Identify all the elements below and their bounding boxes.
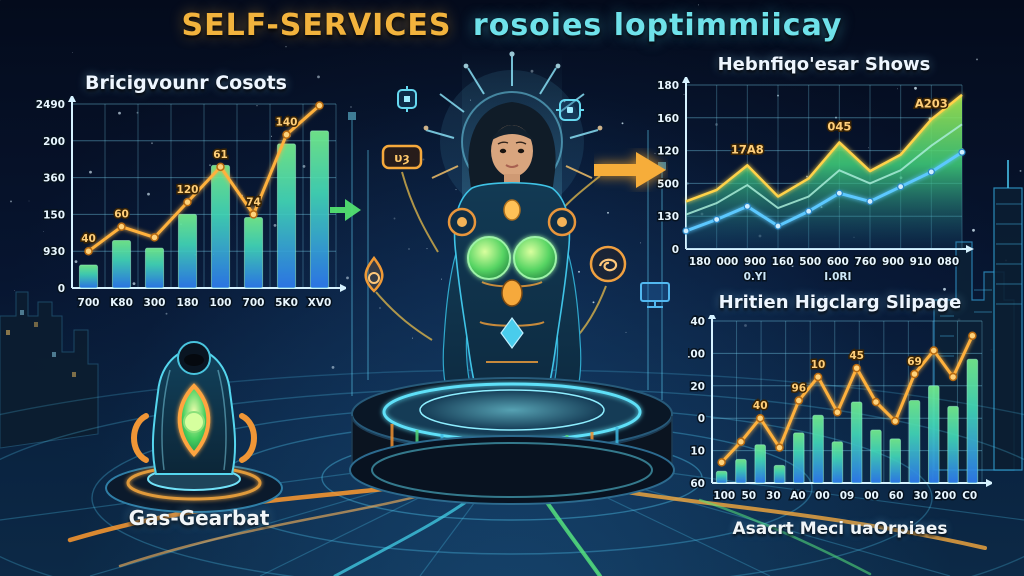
svg-text:160: 160	[657, 113, 679, 125]
svg-text:60: 60	[690, 478, 705, 490]
svg-text:700: 700	[243, 297, 265, 309]
svg-text:100: 100	[210, 297, 232, 309]
svg-text:74: 74	[246, 196, 261, 208]
svg-text:0: 0	[698, 413, 705, 425]
svg-text:20: 20	[690, 381, 705, 393]
hidden-slippage-caption: Asacrt Meci uaOrpiaes	[732, 519, 948, 539]
swirl-icon	[589, 245, 627, 283]
bridge-costs-title: Bricigvounr Cosots	[85, 72, 287, 94]
svg-text:00: 00	[864, 490, 879, 502]
svg-text:40: 40	[690, 316, 705, 328]
svg-text:100: 100	[713, 490, 735, 502]
badge-icon: υȝ	[381, 144, 423, 170]
svg-text:700: 700	[78, 297, 100, 309]
badge-glyphs: υȝ	[394, 151, 409, 165]
flow-arrow-icon	[594, 152, 666, 188]
svg-text:45: 45	[849, 350, 864, 362]
hidden-slippage-chart: Hritien Higclarg Slipage 601002010040100…	[688, 292, 992, 539]
svg-text:XV0: XV0	[308, 297, 332, 309]
svg-text:140: 140	[276, 117, 298, 129]
svg-text:200: 200	[43, 136, 65, 148]
monitor-icon	[640, 282, 670, 308]
plug-arrow-icon	[330, 199, 361, 221]
main-title-part1: SELF-SERVICES	[181, 8, 452, 43]
main-title-part2: rosoies loptimmiicay	[472, 8, 843, 43]
pedestal-label: Gas-Gearbat	[128, 506, 270, 530]
svg-text:0: 0	[672, 244, 679, 256]
svg-text:40: 40	[81, 233, 96, 245]
svg-text:500: 500	[799, 256, 821, 268]
svg-text:50: 50	[742, 490, 757, 502]
svg-text:2490: 2490	[36, 99, 65, 111]
figure-platform	[349, 377, 675, 505]
svg-text:120: 120	[177, 184, 199, 196]
svg-text:60: 60	[114, 209, 129, 221]
hidden-slippage-title: Hritien Higclarg Slipage	[718, 292, 962, 313]
chip-icon-right	[556, 99, 584, 121]
svg-text:000: 000	[716, 256, 738, 268]
svg-text:910: 910	[910, 256, 932, 268]
gas-pedestal	[105, 341, 283, 513]
svg-text:300: 300	[144, 297, 166, 309]
teardrop-icon	[364, 256, 384, 293]
svg-text:360: 360	[43, 173, 65, 185]
svg-text:180: 180	[657, 80, 679, 92]
svg-text:120: 120	[657, 146, 679, 158]
svg-text:0.YI: 0.YI	[744, 271, 767, 283]
svg-text:09: 09	[840, 490, 855, 502]
svg-text:10: 10	[690, 446, 705, 458]
svg-text:I.0RI: I.0RI	[824, 271, 851, 283]
svg-text:760: 760	[854, 256, 876, 268]
svg-text:69: 69	[907, 356, 922, 368]
fees-shows-title: Hebnfiqo'esar Shows	[717, 54, 931, 75]
svg-text:96: 96	[791, 383, 806, 395]
fees-shows-plot: 0 130 500 120 160 180 180 000 900 160 500 600 760 900…	[656, 77, 992, 291]
svg-text:160: 160	[772, 256, 794, 268]
fees-shows-chart: Hebnfiqo'esar Shows 0 130 500 120 160 180 180 0…	[656, 54, 992, 291]
svg-text:C0: C0	[962, 490, 977, 502]
svg-text:045: 045	[827, 119, 851, 133]
svg-text:500: 500	[657, 178, 679, 190]
svg-text:900: 900	[744, 256, 766, 268]
svg-text:K80: K80	[110, 297, 133, 309]
svg-text:180: 180	[177, 297, 199, 309]
svg-text:A0: A0	[790, 490, 805, 502]
svg-text:00: 00	[815, 490, 830, 502]
svg-text:60: 60	[889, 490, 904, 502]
svg-text:900: 900	[882, 256, 904, 268]
hidden-slippage-plot: 6010020100401005030A00009006030200C04096…	[688, 315, 992, 519]
svg-text:150: 150	[43, 209, 65, 221]
figure-torso	[425, 181, 599, 413]
svg-text:10: 10	[811, 359, 826, 371]
svg-text:100: 100	[688, 348, 705, 360]
bridge-costs-plot: 0 930 150 360 200 2490 700 K80 300 180 100 700 5K0 XV…	[26, 96, 346, 328]
svg-text:40: 40	[753, 400, 768, 412]
main-title: SELF-SERVICES rosoies loptimmiicay	[0, 8, 1024, 43]
chip-icon-left	[397, 86, 417, 112]
svg-text:0: 0	[58, 283, 65, 295]
svg-text:61: 61	[213, 149, 228, 161]
svg-text:30: 30	[913, 490, 928, 502]
svg-text:130: 130	[657, 211, 679, 223]
svg-text:30: 30	[766, 490, 781, 502]
svg-text:A203: A203	[915, 96, 948, 110]
svg-text:17A8: 17A8	[731, 142, 764, 156]
svg-text:5K0: 5K0	[275, 297, 298, 309]
svg-text:200: 200	[934, 490, 956, 502]
svg-text:180: 180	[689, 256, 711, 268]
svg-text:930: 930	[43, 246, 65, 258]
svg-text:080: 080	[937, 256, 959, 268]
left-skyline	[0, 291, 99, 449]
bridge-costs-chart: Bricigvounr Cosots 0 930 150 360 200 2490 700 K…	[26, 72, 346, 328]
svg-text:600: 600	[827, 256, 849, 268]
cyborg-figure	[349, 50, 675, 505]
